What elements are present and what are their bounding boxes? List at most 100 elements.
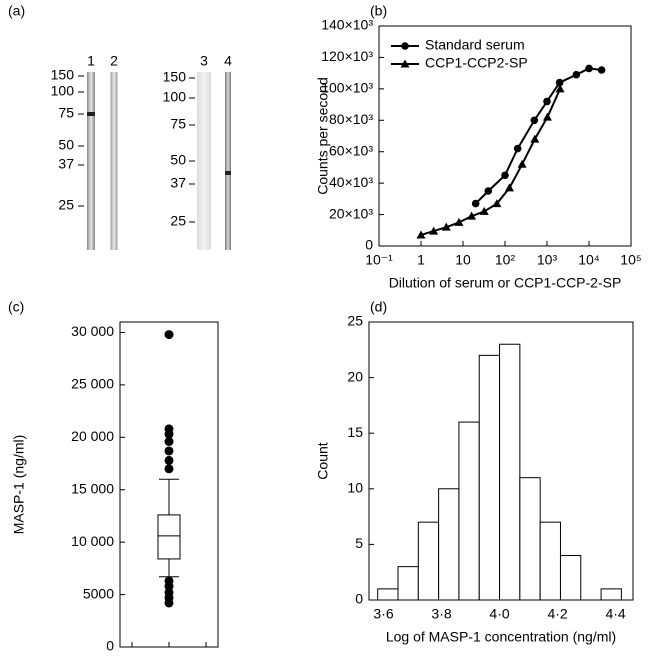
y-tick-label: 15 — [347, 424, 363, 440]
y-tick-label: 0 — [365, 237, 373, 253]
bar — [559, 555, 582, 601]
y-tick-label: 140×10³ — [321, 17, 373, 33]
marker-label: 25 — [58, 197, 74, 213]
lane-label: 1 — [87, 53, 95, 69]
box — [157, 514, 181, 560]
lane-label: 3 — [200, 53, 208, 69]
x-tick-label: 10³ — [537, 252, 558, 268]
y-tick-label: 0 — [106, 638, 114, 654]
y-tick-label: 20×10³ — [329, 205, 373, 221]
y-tick-label: 30 000 — [71, 323, 114, 339]
outlier — [164, 581, 174, 591]
bar — [377, 588, 399, 601]
y-tick-label: 20 000 — [71, 428, 114, 444]
legend-label: Standard serum — [425, 37, 525, 53]
marker — [429, 226, 439, 235]
y-tick-label: 25 000 — [71, 376, 114, 392]
marker-label: 100 — [163, 89, 187, 105]
outlier — [164, 330, 174, 340]
marker — [555, 78, 564, 87]
x-tick-label: 10 — [455, 252, 471, 268]
marker — [484, 187, 493, 195]
y-tick-label: 80×10³ — [329, 111, 373, 127]
bar — [478, 354, 501, 601]
bar — [519, 477, 541, 601]
y-tick-label: 25 — [347, 313, 363, 329]
marker — [530, 134, 540, 143]
bar — [417, 521, 440, 601]
y-tick-label: 60×10³ — [329, 142, 373, 158]
legend-marker — [401, 42, 409, 50]
marker — [454, 217, 464, 226]
marker — [542, 112, 552, 121]
outlier — [164, 446, 174, 456]
marker — [555, 84, 565, 93]
bar — [438, 488, 460, 601]
x-axis-label: Log of MASP-1 concentration (ng/ml) — [386, 629, 616, 645]
marker-label: 37 — [58, 156, 74, 172]
x-tick-label: 4·2 — [547, 606, 567, 622]
y-tick-label: 5000 — [83, 585, 114, 601]
marker-label: 75 — [170, 116, 186, 132]
y-axis-label: Count — [315, 442, 331, 479]
bar — [397, 566, 419, 601]
series-line — [420, 88, 561, 236]
x-tick-label: 3·6 — [373, 606, 393, 622]
x-tick-label: 10² — [495, 252, 516, 268]
x-tick-label: 3·8 — [431, 606, 451, 622]
panel-label: (a) — [8, 3, 25, 19]
marker-label: 150 — [51, 67, 75, 83]
lane-label: 2 — [110, 53, 118, 69]
marker — [467, 211, 477, 220]
x-tick-label: 10⁻¹ — [365, 252, 393, 268]
y-tick-label: 100×10³ — [321, 80, 373, 96]
x-tick-label: 4·4 — [605, 606, 625, 622]
marker-label: 37 — [170, 175, 186, 191]
x-tick-label: 1 — [417, 252, 425, 268]
series-line — [474, 67, 602, 205]
panel-label: (d) — [370, 299, 387, 315]
blot-lane — [110, 72, 118, 250]
marker-label: 25 — [170, 213, 186, 229]
y-tick-label: 120×10³ — [321, 48, 373, 64]
marker-label: 150 — [163, 69, 187, 85]
legend-label: CCP1-CCP2-SP — [425, 55, 528, 71]
lane-label: 4 — [224, 53, 232, 69]
bar — [499, 343, 521, 601]
marker — [471, 199, 480, 208]
marker — [530, 116, 539, 125]
x-tick-label: 10⁴ — [578, 252, 600, 268]
blot-lane — [225, 72, 231, 250]
x-axis-label: Dilution of serum or CCP1-CCP-2-SP — [389, 275, 622, 291]
y-tick-label: 40×10³ — [329, 174, 373, 190]
marker — [441, 222, 451, 231]
marker — [505, 183, 515, 192]
blot-band — [225, 171, 231, 175]
outlier — [164, 598, 174, 608]
marker-label: 50 — [58, 137, 74, 153]
marker-label: 50 — [170, 152, 186, 168]
blot-band — [87, 112, 95, 116]
marker — [585, 64, 593, 73]
bar — [458, 421, 480, 601]
marker — [513, 144, 522, 153]
marker — [517, 159, 527, 168]
x-tick-label: 10⁵ — [620, 252, 641, 268]
y-tick-label: 10 — [347, 480, 363, 496]
blot-lane — [87, 72, 95, 250]
legend-marker — [400, 59, 410, 68]
marker — [543, 97, 551, 106]
y-axis-label: Counts per second — [315, 77, 331, 195]
outlier — [164, 455, 174, 465]
marker — [492, 199, 502, 208]
marker — [501, 171, 509, 180]
marker — [416, 230, 426, 239]
y-tick-label: 15 000 — [71, 480, 114, 496]
panel-label: (b) — [370, 3, 387, 19]
y-tick-label: 20 — [347, 368, 363, 384]
outlier — [164, 464, 174, 474]
marker — [479, 206, 489, 215]
marker — [597, 66, 606, 74]
y-tick-label: 10 000 — [71, 533, 114, 549]
